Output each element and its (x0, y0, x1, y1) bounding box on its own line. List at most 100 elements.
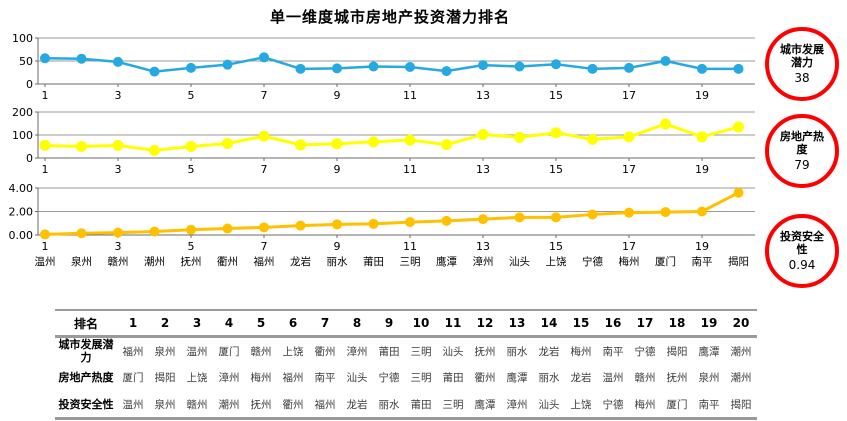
row-label: 投资安全性 (58, 397, 114, 411)
x-tick-label: 7 (261, 240, 268, 253)
data-point-marker (331, 138, 343, 150)
data-point-marker (368, 218, 379, 229)
x-tick-label: 7 (261, 163, 268, 176)
rank-header-cell: 19 (693, 310, 725, 338)
data-point-marker (149, 226, 160, 237)
data-point-marker (587, 209, 598, 220)
rank-header-cell: 10 (405, 310, 437, 338)
data-point-marker (660, 118, 671, 130)
data-point-marker (222, 138, 233, 150)
data-point-marker (332, 63, 342, 74)
ranking-table-wrap: 排名 1 2 3 4 5 6 7 8 9 10 11 12 13 14 15 16 17 18 19 20 城市发展潜力福… (55, 309, 757, 420)
data-point-marker (112, 139, 124, 151)
x-tick-label: 19 (695, 240, 709, 253)
data-point-marker (259, 52, 269, 63)
data-point-marker (733, 63, 744, 74)
data-point-marker (477, 129, 489, 141)
investment-safety-badge: 投资安全性 0.94 (765, 214, 839, 288)
data-point-marker (624, 207, 634, 218)
data-point-marker (259, 222, 269, 233)
city-cell: 莆田 (378, 345, 400, 358)
city-cell: 上饶 (186, 372, 208, 385)
city-cell: 衢州 (474, 372, 496, 385)
city-cell: 梅州 (250, 372, 272, 385)
data-point-marker (441, 139, 452, 151)
city-cell: 三明 (442, 398, 464, 411)
y-tick-label: 100 (12, 129, 33, 142)
city-cell: 鹰潭 (506, 372, 528, 385)
rank-header-cell: 13 (501, 310, 533, 338)
y-tick-label: 2.00 (9, 206, 34, 219)
x-tick-label: 3 (115, 163, 122, 176)
rank-header-cell: 9 (373, 310, 405, 338)
x-tick-label: 1 (42, 163, 49, 176)
x-tick-label: 11 (403, 240, 417, 253)
table-row: 投资安全性 温州 泉州 赣州 潮州 抚州 衢州 福州 龙岩 丽水 莆田 三明 鹰潭 漳州 汕头 上饶 宁德 梅州厦… (55, 391, 757, 418)
city-cell: 福州 (282, 372, 304, 385)
data-point-marker (295, 139, 306, 151)
data-point-marker (624, 62, 634, 73)
table-row: 房地产热度 厦门 揭阳 上饶 漳州 梅州 福州 南平 汕头 宁德 三明 莆田 衢州 鹰潭 丽水 龙岩 温州 赣州抚… (55, 364, 757, 391)
city-cell: 揭阳 (154, 372, 176, 385)
x-tick-label: 13 (476, 240, 490, 253)
row-label: 房地产热度 (58, 371, 114, 385)
data-point-marker (514, 61, 525, 72)
city-cell: 龙岩 (570, 372, 592, 385)
badge-column: 城市发展潜力 38 房地产热度 79 投资安全性 0.94 (763, 0, 847, 421)
data-point-marker (405, 61, 415, 72)
data-point-marker (76, 141, 87, 152)
data-point-marker (40, 53, 50, 64)
city-cell: 南平 (314, 372, 336, 385)
city-cell: 抚州 (666, 372, 688, 385)
city-x-label: 衢州 (217, 256, 238, 268)
data-point-marker (186, 224, 196, 235)
rank-header-cell: 18 (661, 310, 693, 338)
city-cell: 厦门 (666, 398, 688, 411)
y-tick-label: 200 (12, 106, 33, 119)
city-cell: 温州 (602, 372, 624, 385)
rank-header-cell: 2 (149, 310, 181, 338)
city-cell: 赣州 (186, 398, 208, 411)
x-tick-label: 7 (261, 89, 268, 102)
data-point-marker (368, 61, 379, 72)
x-tick-label: 15 (549, 240, 563, 253)
city-cell: 汕头 (346, 372, 368, 385)
city-cell: 梅州 (570, 345, 592, 358)
x-tick-label: 9 (334, 163, 341, 176)
data-point-marker (733, 187, 744, 198)
city-cell: 丽水 (378, 398, 400, 411)
city-x-label: 泉州 (71, 255, 92, 268)
rank-header-cell: 1 (117, 310, 149, 338)
city-cell: 温州 (122, 398, 144, 411)
city-cell: 鹰潭 (474, 398, 496, 411)
city-cell: 鹰潭 (698, 345, 720, 358)
x-tick-label: 1 (42, 89, 49, 102)
data-point-marker (295, 63, 306, 74)
data-point-marker (39, 139, 51, 151)
data-point-marker (404, 134, 416, 146)
table-row: 城市发展潜力 福州 泉州 温州 厦门 赣州 上饶 衢州 漳州 莆田 三明 汕头 抚州 丽水 龙岩 梅州 南平 宁德… (55, 337, 757, 365)
rank-header-cell: 3 (181, 310, 213, 338)
city-cell: 汕头 (538, 398, 560, 411)
table-header-row: 排名 1 2 3 4 5 6 7 8 9 10 11 12 13 14 15 16 17 18 19 20 (55, 310, 757, 338)
rank-header-cell: 5 (245, 310, 277, 338)
x-tick-label: 9 (334, 240, 341, 253)
city-x-label: 漳州 (473, 255, 494, 268)
row-label: 城市发展潜力 (58, 338, 114, 365)
data-point-marker (551, 212, 561, 223)
y-tick-label: 0 (26, 152, 33, 165)
city-cell: 福州 (314, 398, 336, 411)
badge-label: 城市发展潜力 (780, 42, 824, 70)
city-x-label: 鹰潭 (436, 255, 457, 268)
city-cell: 厦门 (122, 372, 144, 385)
series-line (43, 122, 740, 152)
city-cell: 南平 (602, 345, 624, 358)
data-point-marker (514, 131, 525, 143)
city-cell: 龙岩 (346, 398, 368, 411)
x-tick-label: 11 (403, 163, 417, 176)
city-cell: 泉州 (698, 372, 720, 385)
data-point-marker (514, 212, 525, 223)
data-point-marker (696, 131, 708, 143)
data-point-marker (149, 66, 160, 77)
city-cell: 上饶 (282, 345, 304, 358)
